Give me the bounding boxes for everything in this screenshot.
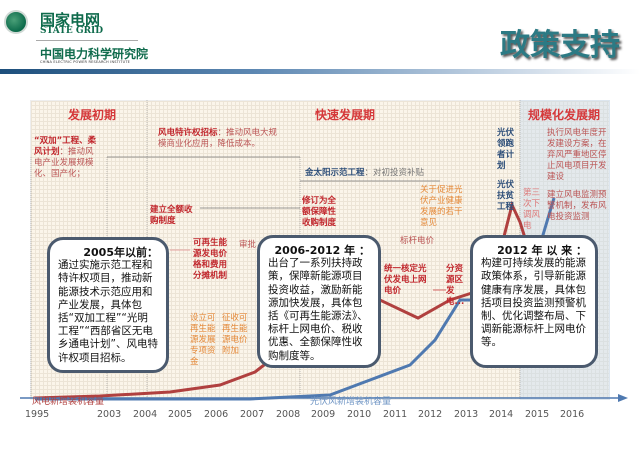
ann-wind-plan: 执行风电年度开发建设方案，在弃风严重地区停止风电项目开发建设 xyxy=(547,128,607,182)
year-label: 2016 xyxy=(560,409,585,420)
year-label: 2011 xyxy=(383,409,408,420)
callout-body: 通过实施示范工程和特许权项目，推动新能源技术示范应用和产业发展，具体包括“双加工… xyxy=(58,259,158,364)
ann-zoned-tariff: 分资源区发电... xyxy=(446,264,465,307)
ann-pv-poverty: 光伏扶贫工程 xyxy=(497,180,515,212)
ann-surcharge: 征收可再生能源电价附加 xyxy=(222,313,248,356)
ann-concession: ：推动风电大规模商业化应用，降低成本。 xyxy=(158,128,278,149)
institute-en: CHINA ELECTRIC POWER RESEARCH INSTITUTE xyxy=(40,60,131,64)
brand-en: STATE GRID xyxy=(40,26,104,36)
brand-cn: 国家电网 xyxy=(40,11,101,29)
ann-third-cut: 第三次下调风电 xyxy=(523,188,541,231)
ann-pv-leader: 光伏领跑者计划 xyxy=(497,128,515,171)
pv-series-label: 光伏风新增装机容量 xyxy=(310,397,392,407)
year-label: 2013 xyxy=(454,409,479,420)
divider xyxy=(36,40,138,41)
ann-golden-sun: ：对初投资补贴 xyxy=(364,168,425,178)
institute-cn: 中国电力科学研究院 xyxy=(40,47,149,61)
ann-pv-opinion: 关于促进光伏产业健康发展的若干意见 xyxy=(420,185,463,228)
year-label: 2010 xyxy=(347,409,372,420)
year-label: 2014 xyxy=(489,409,514,420)
year-label: 2012 xyxy=(418,409,443,420)
ann-guaranteed-purchase: 修订为全额保障性收购制度 xyxy=(302,196,337,228)
ann-full-purchase: 建立全额收购制度 xyxy=(150,205,193,226)
year-label: 2004 xyxy=(133,409,158,420)
ann-concession-title: 风电特许权招标 xyxy=(158,128,218,138)
ann-special-fund: 设立可再生能源发展专项资金 xyxy=(190,313,216,367)
state-grid-logo xyxy=(4,10,28,34)
callout-pre-2005: 2005年以前： 通过实施示范工程和特许权项目，推动新能源技术示范应用和产业发展… xyxy=(47,237,169,373)
phase-early: 发展初期 xyxy=(68,108,117,122)
callout-heading: 2012 年 以 来 ： xyxy=(497,244,587,257)
callout-heading: 2005年以前： xyxy=(83,246,158,259)
year-label: 2008 xyxy=(276,409,301,420)
phase-scale: 规模化发展期 xyxy=(528,108,601,122)
ann-price-mechanism: 可再生能源发电价格和费用分摊机制 xyxy=(193,238,228,281)
year-label: 2005 xyxy=(168,409,193,420)
ann-pv-tariff: 统一核定光伏发电上网电价 xyxy=(384,264,427,296)
ann-golden-sun-title: 金太阳示范工程 xyxy=(305,168,365,178)
callout-post-2012: 2012 年 以 来 ： 构建可持续发展的能源政策体系，引导新能源健康有序发展，… xyxy=(470,235,598,368)
callout-2006-2012: 2006-2012 年 ： 出台了一系列扶持政策，保障新能源项目投资收益，激励新… xyxy=(257,235,381,368)
ann-wind-monitoring: 建立风电监测预警机制，发布风电投资监测 xyxy=(547,190,607,222)
callout-heading: 2006-2012 年 ： xyxy=(274,244,370,257)
year-label: 1995 xyxy=(25,409,50,420)
year-label: 2006 xyxy=(204,409,229,420)
page-title: 政策支持 xyxy=(500,28,620,63)
phase-fast: 快速发展期 xyxy=(315,108,376,122)
callout-body: 出台了一系列扶持政策，保障新能源项目投资收益，激励新能源加快发展，具体包括《可再… xyxy=(268,257,368,362)
wind-curve xyxy=(34,200,547,400)
ann-shuangjia-title: “双加”工程、柔风计划 xyxy=(34,136,97,157)
wind-series-label: 风电新增装机容量 xyxy=(32,397,105,407)
year-label: 2015 xyxy=(525,409,550,420)
ann-benchmark: 标杆电价 xyxy=(400,236,435,246)
year-label: 2009 xyxy=(311,409,336,420)
callout-body: 构建可持续发展的能源政策体系，引导新能源健康有序发展，具体包括项目投资监测预警机… xyxy=(481,257,586,349)
year-label: 2007 xyxy=(240,409,265,420)
axis-arrow-icon xyxy=(618,394,628,402)
year-label: 2003 xyxy=(97,409,122,420)
header-bar xyxy=(0,69,640,74)
ann-approval: 审批 xyxy=(239,240,257,250)
ann-shuangjia: ：推动风电产业发展规模化、国产化； xyxy=(34,147,94,179)
